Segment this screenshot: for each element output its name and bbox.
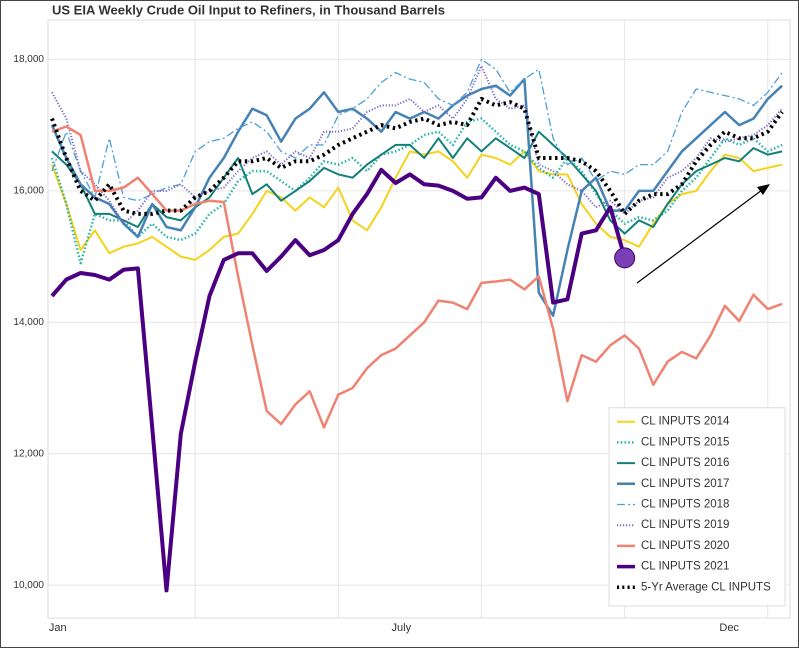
- arrow-head: [757, 184, 770, 195]
- end-marker: [614, 247, 636, 269]
- y-tick-label: 12,000: [13, 448, 44, 459]
- legend-label: CL INPUTS 2016: [641, 457, 729, 469]
- legend-label: CL INPUTS 2014: [641, 416, 730, 428]
- series-line: [50, 77, 783, 317]
- series-line: [51, 130, 783, 235]
- lines: [50, 58, 784, 593]
- legend-label: CL INPUTS 2021: [641, 561, 729, 573]
- arrow-shaft: [636, 189, 763, 284]
- legend: CL INPUTS 2014 CL INPUTS 2015 CL INPUTS 20…: [608, 407, 786, 607]
- grid: 10,000 12,000 14,000 16,000 18,000 Jan July Dec: [13, 20, 790, 634]
- series-line: [50, 96, 784, 216]
- plot-area: [47, 19, 791, 619]
- legend-label: CL INPUTS 2020: [641, 540, 729, 552]
- legend-label: CL INPUTS 2018: [641, 499, 729, 511]
- series-line: [50, 167, 627, 593]
- y-tick-label: 10,000: [13, 580, 44, 591]
- y-tick-label: 18,000: [13, 54, 44, 65]
- x-tick-label: July: [392, 622, 412, 634]
- legend-label: 5-Yr Average CL INPUTS: [641, 581, 771, 593]
- series-line: [51, 58, 783, 202]
- series-line: [51, 65, 783, 225]
- x-tick-label: Jan: [49, 622, 67, 634]
- x-tick-label: Dec: [719, 622, 739, 634]
- legend-box: [608, 407, 786, 607]
- y-tick-label: 14,000: [13, 317, 44, 328]
- legend-label: CL INPUTS 2015: [641, 436, 729, 448]
- trend-arrow: [636, 184, 770, 284]
- legend-label: CL INPUTS 2017: [641, 478, 729, 490]
- chart-title: US EIA Weekly Crude Oil Input to Refiner…: [52, 2, 445, 17]
- series-line: [51, 125, 783, 429]
- y-tick-label: 16,000: [13, 185, 44, 196]
- legend-label: CL INPUTS 2019: [641, 519, 729, 531]
